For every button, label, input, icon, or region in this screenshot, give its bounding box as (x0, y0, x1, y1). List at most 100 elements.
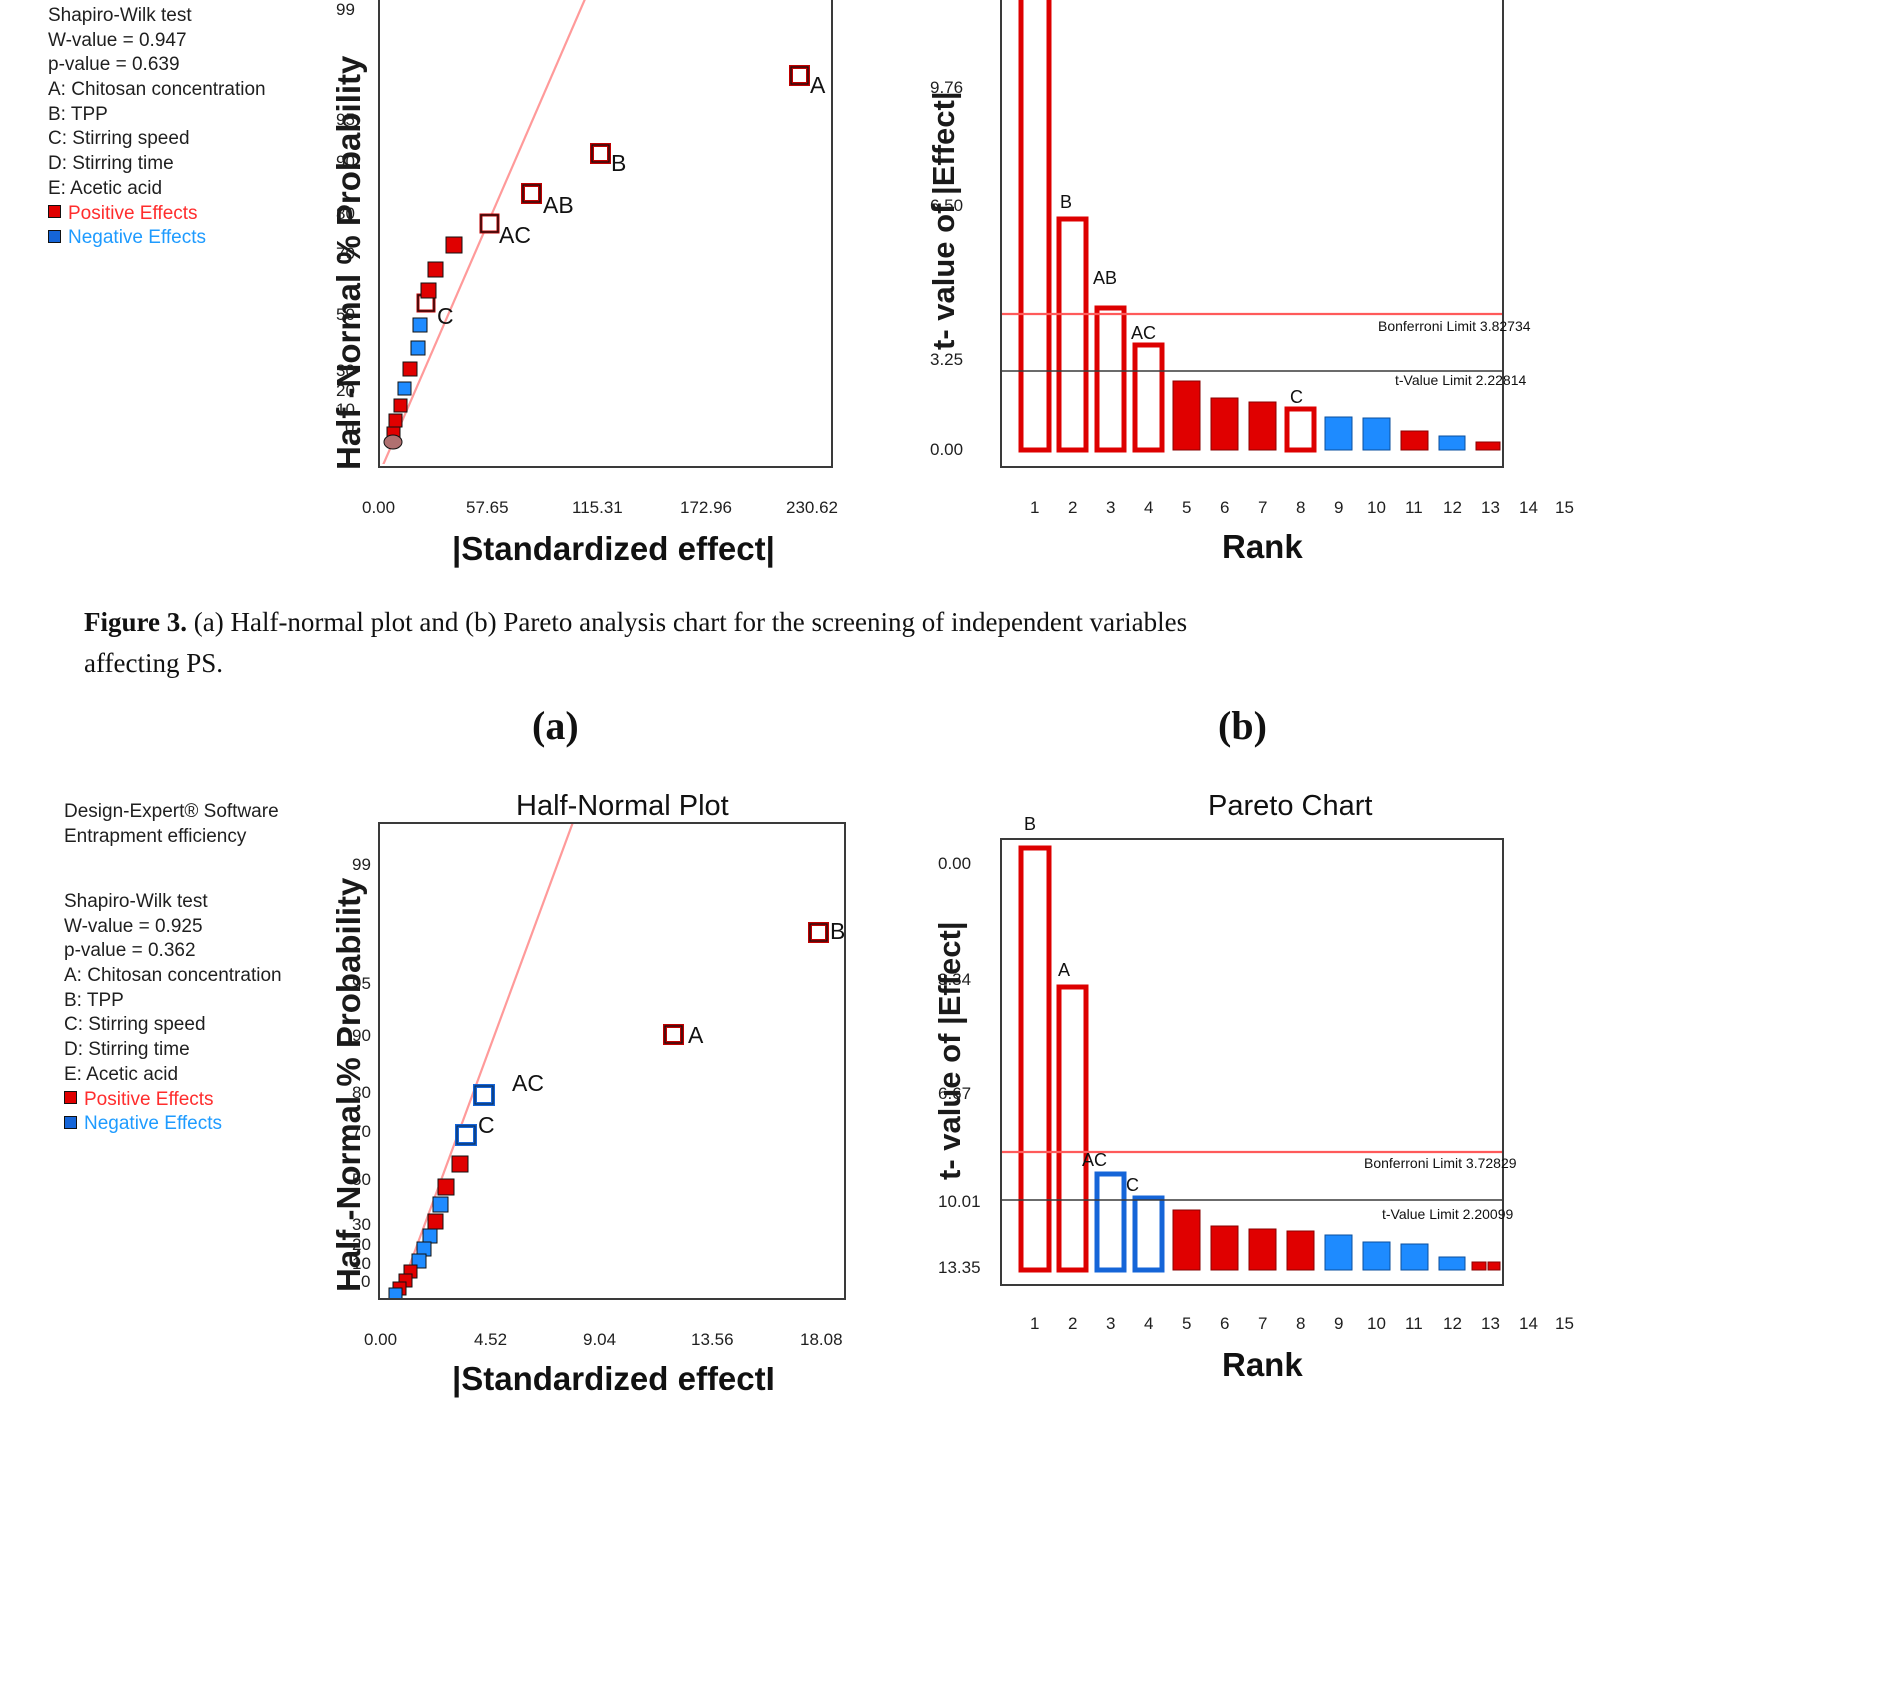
ps-tvalue-limit-label: t-Value Limit 2.22814 (1395, 372, 1527, 388)
ps-pareto-xtick: 4 (1144, 498, 1154, 517)
ee-pareto-xtick: 13 (1481, 1314, 1500, 1333)
ps-bar-label-C: C (1290, 387, 1303, 407)
ps-ytick: 10 (336, 400, 355, 419)
ee-pareto-svg (1002, 845, 1502, 1273)
ee-bonferroni-limit-label: Bonferroni Limit 3.72829 (1364, 1155, 1517, 1171)
ps-xtick: 0.00 (362, 498, 396, 517)
ee-bar-3 (1094, 1171, 1127, 1273)
ee-point-filled (422, 1228, 438, 1244)
ps-point-label-A: A (810, 72, 826, 98)
ps-point-A (789, 65, 810, 86)
ee-pareto-ylabel: t- value of |Effect| (932, 921, 967, 1181)
ps-ytick: 99 (336, 0, 355, 19)
ee-xtick: 18.08 (800, 1330, 843, 1349)
ee-bar-2 (1056, 984, 1089, 1273)
ee-pareto-xtick: 3 (1106, 1314, 1116, 1333)
positive-effect-swatch-icon (64, 1090, 77, 1104)
ps-positive-label: Positive Effects (68, 202, 198, 224)
ee-factor-e-label: E: Acetic acid (64, 1063, 179, 1085)
ps-pareto-ylabel: t- value of |Effect| (926, 91, 961, 351)
ps-wvalue-label: W-value = 0.947 (48, 29, 187, 51)
ee-bar-14 (1487, 1261, 1501, 1271)
ee-pareto-xtick: 8 (1296, 1314, 1306, 1333)
ee-bar-7 (1248, 1228, 1277, 1271)
ps-pareto-ytick: 9.76 (930, 78, 964, 97)
ee-software-label: Design-Expert® Software (64, 801, 279, 822)
ps-bar-13 (1475, 441, 1501, 451)
ps-bar-label-AC: AC (1131, 323, 1157, 343)
ee-bar-9 (1324, 1234, 1353, 1271)
ee-bar-13 (1471, 1261, 1487, 1271)
ee-pareto-title: Pareto Chart (1208, 790, 1373, 822)
ee-pareto-xtick: 9 (1334, 1314, 1344, 1333)
ps-point-label-AB: AB (543, 192, 574, 218)
ee-tvalue-limit-label: t-Value Limit 2.20099 (1382, 1206, 1514, 1222)
ps-ytick: 90 (336, 152, 355, 171)
ee-xtick: 0.00 (364, 1330, 398, 1349)
ee-negative-label: Negative Effects (84, 1113, 223, 1135)
ee-pareto-ytick: 3.34 (938, 970, 972, 989)
ps-pareto-ytick: 3.25 (930, 350, 964, 369)
ps-bar-10 (1362, 417, 1391, 451)
ps-point-B (590, 143, 611, 164)
ee-ytick: 99 (352, 855, 371, 874)
ps-bar-2 (1056, 216, 1089, 453)
ee-pareto-xtick: 11 (1405, 1314, 1423, 1333)
ee-ytick: 90 (352, 1026, 371, 1045)
ps-bar-7 (1248, 401, 1277, 451)
ps-pareto-ytick: 6.50 (930, 196, 964, 215)
ps-ytick: 80 (336, 204, 355, 223)
ee-xtick: 9.04 (583, 1330, 617, 1349)
ee-ytick: 80 (352, 1083, 371, 1102)
ps-bar-9 (1324, 416, 1353, 451)
ee-factor-c-label: C: Stirring speed (64, 1014, 206, 1036)
ee-pareto-xtick: 10 (1367, 1314, 1386, 1333)
ee-response-label: Entrapment efficiency (64, 825, 247, 847)
ps-ytick: 0 (345, 418, 355, 437)
ps-point-filled (393, 398, 408, 413)
ee-factor-a-label: A: Chitosan concentration (64, 965, 282, 987)
ee-pareto-ytick: 10.01 (938, 1192, 981, 1211)
ee-point-filled (437, 1178, 455, 1196)
ee-wvalue-label: W-value = 0.925 (64, 915, 203, 937)
ee-halfnormal-xlabel: |Standardized effectI (452, 1360, 775, 1397)
ps-ytick: 50 (336, 305, 355, 324)
ps-bar-label-B: B (1060, 192, 1073, 212)
ee-shapiro-label: Shapiro-Wilk test (64, 891, 208, 912)
ps-point-label-C: C (437, 303, 454, 329)
ps-point-AB (521, 183, 542, 204)
ee-bar-6 (1210, 1225, 1239, 1271)
ps-xtick: 230.62 (786, 498, 838, 517)
subfigure-label-b: (b) (1218, 703, 1267, 748)
ee-point-label-AC: AC (512, 1070, 544, 1096)
ps-pareto-xtick: 13 (1481, 498, 1500, 517)
ee-ytick: 10 (352, 1254, 371, 1273)
ee-bar-1 (1018, 845, 1052, 1273)
ps-halfnormal-xlabel: |Standardized effect| (452, 530, 775, 567)
ps-pareto-svg (1002, 0, 1502, 453)
ps-bar-5 (1172, 380, 1201, 451)
ee-pareto-xtick: 15 (1555, 1314, 1574, 1333)
ee-pvalue-label: p-value = 0.362 (64, 940, 196, 962)
ps-negative-effects-legend: Negative Effects (48, 226, 266, 251)
ps-negative-label: Negative Effects (68, 227, 207, 249)
ee-pareto-xtick: 12 (1443, 1314, 1462, 1333)
ps-factor-d-label: D: Stirring time (48, 153, 174, 175)
negative-effect-swatch-icon (48, 229, 61, 243)
ee-point-filled (388, 1287, 403, 1298)
ps-point-AC (479, 213, 500, 234)
negative-effect-swatch-icon (64, 1115, 77, 1129)
ee-bar-5 (1172, 1209, 1201, 1271)
ps-bar-11 (1400, 430, 1429, 451)
ee-pareto-ytick: 6.67 (938, 1084, 972, 1103)
ps-pareto-xtick: 6 (1220, 498, 1230, 517)
ee-bar-label-B: B (1024, 814, 1037, 834)
ps-bar-8 (1284, 406, 1317, 453)
ps-point-filled (420, 282, 437, 299)
ee-pareto-xtick: 7 (1258, 1314, 1268, 1333)
ps-halfnormal-plot-area (378, 0, 833, 468)
ee-bar-11 (1400, 1243, 1429, 1271)
ee-bar-12 (1438, 1256, 1466, 1271)
ee-positive-effects-legend: Positive Effects (64, 1088, 282, 1113)
ps-point-filled (427, 261, 444, 278)
